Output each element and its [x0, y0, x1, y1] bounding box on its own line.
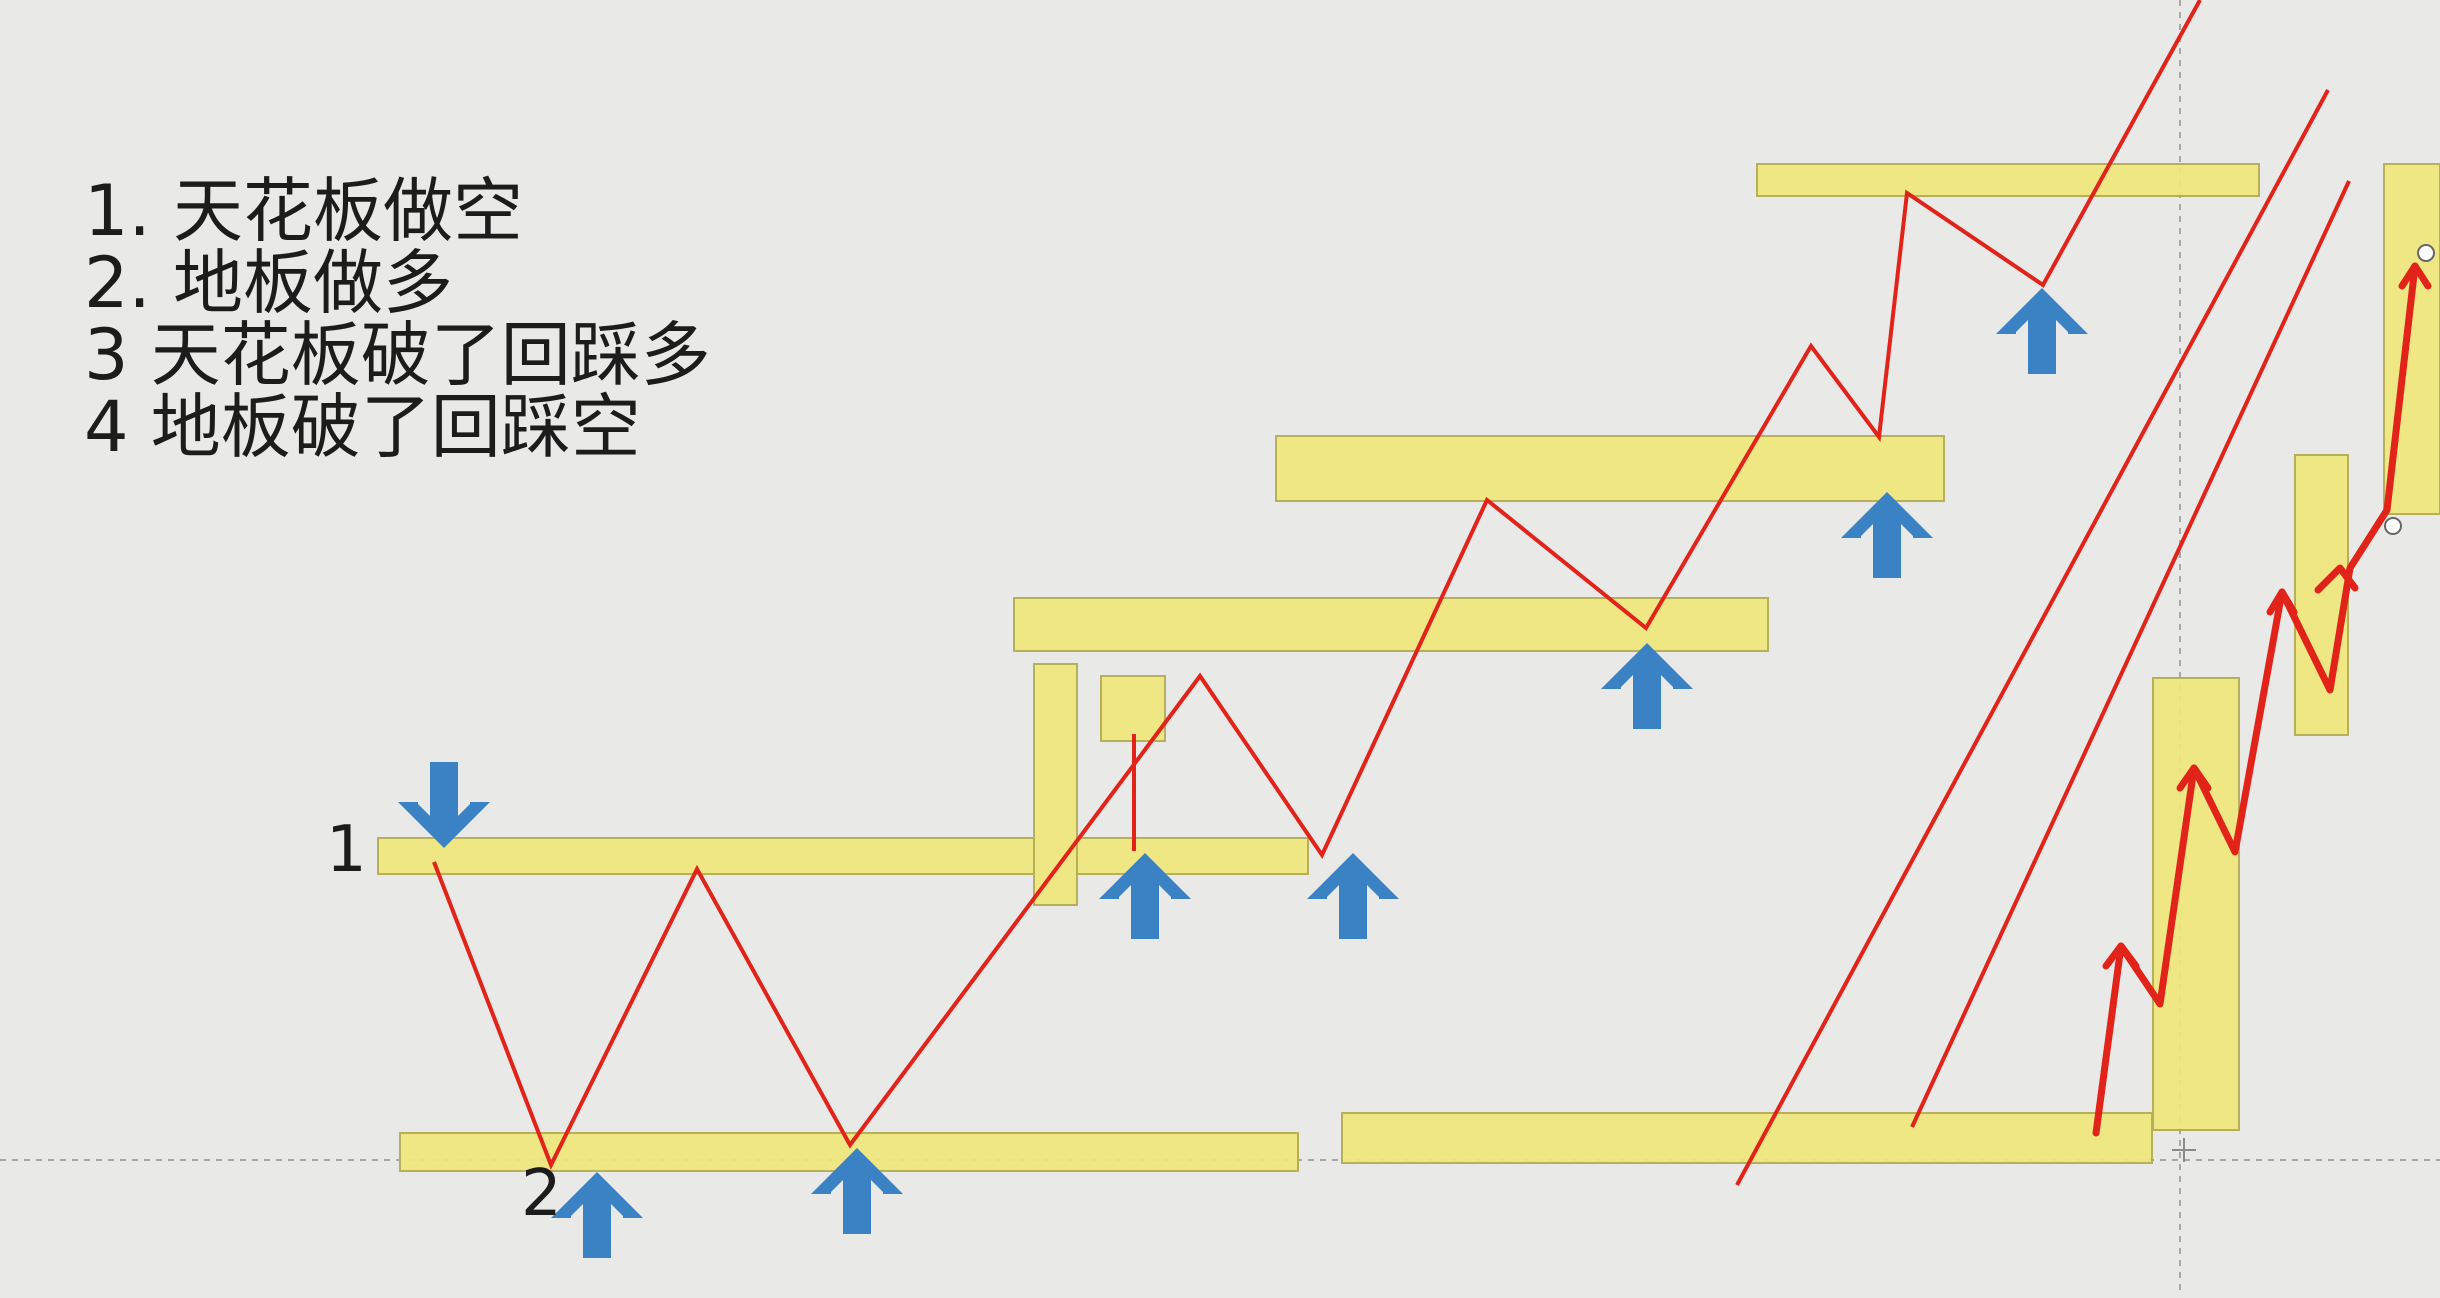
zone-floor-right — [1341, 1112, 2153, 1164]
price-path — [432, 0, 2202, 1170]
rules-list: 1. 天花板做空 2. 地板做多 3 天花板破了回踩多 4 地板破了回踩空 — [84, 175, 711, 463]
sell-arrow-ceiling-1 — [398, 762, 490, 848]
crosshair-icon — [2172, 1138, 2196, 1162]
zone-small-1 — [1100, 675, 1166, 742]
label-ceiling-number: 1 — [326, 813, 367, 887]
rule-item-2: 2. 地板做多 — [84, 242, 454, 324]
buy-arrow-retest-3 — [1601, 643, 1693, 729]
trend-line-2 — [1910, 180, 2351, 1128]
zone-ceiling-4 — [1756, 163, 2260, 197]
impulse-arrowhead-4 — [2314, 564, 2359, 594]
rule-item-3: 3 天花板破了回踩多 — [84, 314, 711, 396]
buy-arrow-retest-2 — [1307, 853, 1399, 939]
rule-item-4: 4 地板破了回踩空 — [84, 386, 641, 468]
impulse-arrowhead-2 — [2176, 764, 2212, 792]
zone-vertical-1 — [1033, 663, 1078, 906]
zone-vertical-2 — [2152, 677, 2240, 1131]
impulse-arrowhead-1 — [2102, 942, 2140, 970]
handle-point-1 — [2384, 517, 2402, 535]
impulse-arrowhead-3 — [2266, 588, 2298, 616]
label-floor-number: 2 — [521, 1157, 562, 1231]
buy-arrow-retest-5 — [1996, 288, 2088, 374]
handle-point-2 — [2417, 244, 2435, 262]
impulse-path — [2092, 262, 2419, 1137]
rule-item-1: 1. 天花板做空 — [84, 170, 524, 252]
trend-line-1 — [1735, 89, 2330, 1186]
impulse-arrowhead-5 — [2398, 262, 2432, 290]
buy-arrow-retest-4 — [1841, 492, 1933, 578]
zone-ceiling-3 — [1275, 435, 1945, 502]
zone-ceiling-2 — [1013, 597, 1769, 652]
zone-ceiling-1 — [377, 837, 1309, 875]
buy-arrow-floor-1 — [551, 1172, 643, 1258]
zone-vertical-3 — [2294, 454, 2349, 736]
